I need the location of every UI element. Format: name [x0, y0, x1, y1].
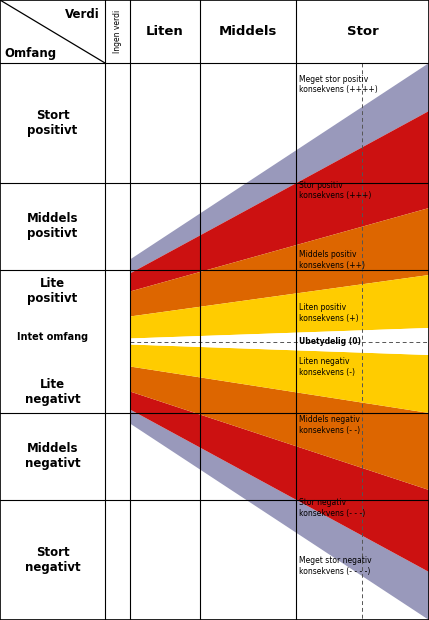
Text: Liten positiv
konsekvens (+): Liten positiv konsekvens (+)	[299, 303, 359, 322]
Text: Lite
positivt: Lite positivt	[27, 277, 78, 305]
Text: Meget stor positiv
konsekvens (++++): Meget stor positiv konsekvens (++++)	[299, 75, 378, 94]
Text: Intet omfang: Intet omfang	[17, 332, 88, 342]
Polygon shape	[130, 63, 429, 620]
Text: Liten negativ
konsekvens (-): Liten negativ konsekvens (-)	[299, 357, 355, 377]
Polygon shape	[130, 275, 429, 339]
Text: Middels: Middels	[219, 25, 277, 38]
Text: Middels positiv
konsekvens (++): Middels positiv konsekvens (++)	[299, 250, 365, 270]
Polygon shape	[130, 409, 429, 620]
Text: Liten: Liten	[146, 25, 184, 38]
Polygon shape	[130, 111, 429, 291]
Text: Stor positiv
konsekvens (+++): Stor positiv konsekvens (+++)	[299, 181, 372, 200]
Text: Verdi: Verdi	[65, 8, 100, 21]
Polygon shape	[130, 328, 429, 355]
Text: Ingen verdi: Ingen verdi	[113, 10, 122, 53]
Text: Middels
positivt: Middels positivt	[27, 213, 78, 241]
Polygon shape	[130, 345, 429, 413]
Text: Stor: Stor	[347, 25, 378, 38]
Text: Meget stor negativ
konsekvens (- - - -): Meget stor negativ konsekvens (- - - -)	[299, 556, 372, 576]
Text: Ubetydelig (0): Ubetydelig (0)	[299, 337, 361, 346]
Polygon shape	[130, 208, 429, 316]
Text: Middels
negativt: Middels negativt	[25, 443, 80, 471]
Polygon shape	[130, 366, 429, 490]
Text: Omfang: Omfang	[4, 47, 56, 60]
Text: Stort
positivt: Stort positivt	[27, 109, 78, 137]
Polygon shape	[130, 391, 429, 572]
Text: Middels negativ
konsekvens (- -): Middels negativ konsekvens (- -)	[299, 415, 360, 435]
Polygon shape	[130, 63, 429, 273]
Text: Lite
negativt: Lite negativt	[25, 378, 80, 406]
Text: Stort
negativt: Stort negativt	[25, 546, 80, 574]
Text: Stor negativ
konsekvens (- - -): Stor negativ konsekvens (- - -)	[299, 498, 365, 518]
